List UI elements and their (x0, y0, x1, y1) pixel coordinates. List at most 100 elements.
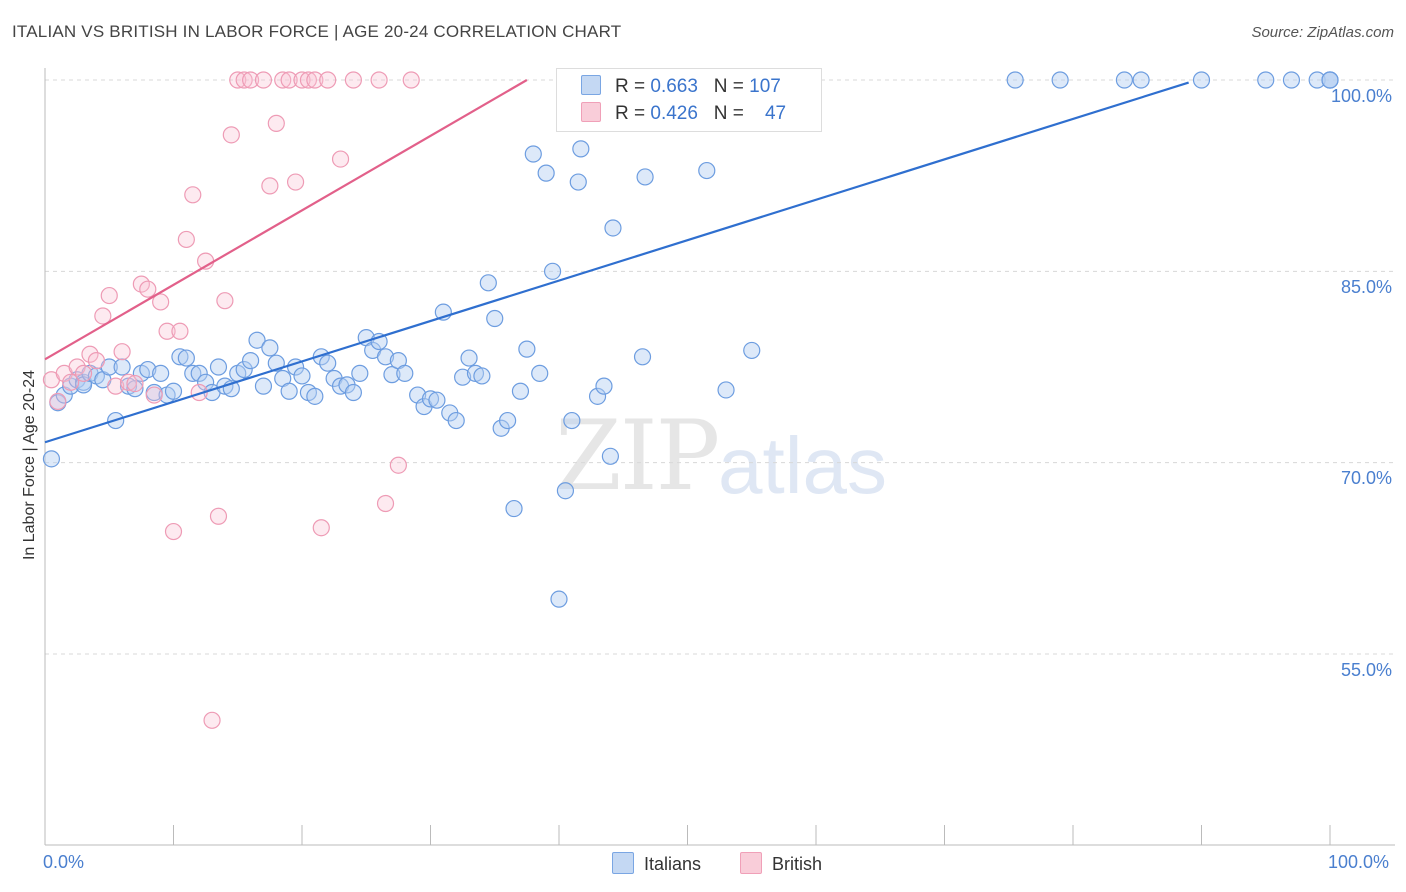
italians-point (421, 390, 440, 408)
british-point (229, 71, 247, 89)
italians-point (344, 383, 362, 402)
italians-point (633, 348, 652, 366)
italians-point (604, 219, 622, 237)
italians-point (139, 360, 157, 379)
british-point (293, 71, 311, 89)
british-point (389, 456, 407, 474)
british-point (242, 71, 260, 89)
chart-title: ITALIAN VS BRITISH IN LABOR FORCE | AGE … (12, 22, 622, 41)
bottom-italians-swatch (612, 852, 634, 874)
british-point (100, 286, 118, 305)
italians-point (499, 411, 517, 430)
italians-r-value: 0.663 (650, 76, 698, 97)
bottom-legend-british: British (740, 852, 822, 875)
british-point (158, 322, 176, 340)
italians-point (1115, 71, 1134, 89)
british-point (274, 71, 292, 89)
italians-point (113, 358, 131, 376)
british-point (113, 343, 131, 361)
italians-point (588, 387, 607, 405)
italians-trend-line (44, 81, 1189, 444)
british-point (74, 364, 93, 382)
british-point (267, 114, 285, 132)
british-point (306, 71, 324, 89)
british-point (299, 71, 318, 89)
x-tick-max: 100.0% (1328, 852, 1390, 872)
british-point (107, 377, 125, 395)
italians-swatch (581, 75, 601, 95)
british-swatch (581, 102, 601, 122)
italians-point (717, 381, 735, 399)
italians-point (209, 358, 228, 376)
british-point (203, 711, 221, 729)
bottom-legend-italians: Italians (612, 852, 701, 875)
italians-point (531, 364, 549, 382)
italians-point (126, 380, 144, 398)
british-point (254, 71, 273, 89)
italians-r-label: R = (615, 76, 651, 97)
british-point (344, 71, 362, 89)
y-tick-85: 85.0% (1340, 277, 1392, 297)
italians-point (177, 349, 195, 367)
british-point (171, 322, 189, 340)
british-point (184, 186, 202, 204)
italians-point (524, 145, 542, 163)
italians-point (537, 164, 555, 182)
italians-point (473, 367, 491, 385)
italians-point (190, 364, 208, 382)
italians-point (152, 364, 170, 382)
british-point (331, 150, 350, 168)
italians-point (447, 411, 465, 430)
british-point (312, 519, 330, 537)
italians-point (556, 482, 575, 500)
british-point (145, 386, 163, 404)
italians-point (164, 382, 183, 400)
italians-point (171, 348, 189, 366)
italians-point (248, 331, 266, 349)
british-point (376, 494, 395, 513)
british-point (280, 71, 298, 89)
italians-point (306, 387, 324, 405)
italians-point (563, 411, 581, 430)
italians-point (376, 348, 395, 366)
british-point (68, 358, 86, 376)
british-point (209, 507, 228, 525)
italians-point (698, 161, 716, 180)
bottom-british-swatch (740, 852, 762, 874)
italians-point (319, 354, 337, 372)
italians-point (595, 377, 613, 395)
italians-point (601, 447, 620, 465)
british-point (62, 373, 80, 391)
italians-point (396, 364, 414, 382)
italians-point (1308, 71, 1326, 89)
italians-point (636, 168, 654, 186)
british-r-value: 0.426 (650, 103, 698, 124)
british-point (370, 71, 388, 89)
italians-point (505, 499, 523, 518)
british-point (235, 71, 253, 89)
italians-point (280, 382, 298, 400)
british-point (119, 373, 138, 391)
italians-point (1192, 71, 1211, 89)
italians-point (543, 262, 562, 280)
italians-point (479, 274, 497, 292)
italians-point (261, 339, 279, 357)
bottom-italians-label: Italians (644, 854, 702, 874)
italians-point (569, 173, 587, 191)
british-n-value: 47 (764, 103, 787, 124)
watermark-zip: ZIP (555, 400, 720, 512)
italians-point (254, 377, 273, 395)
italians-point (428, 391, 446, 409)
italians-n-value: 107 (749, 76, 781, 97)
british-point (94, 307, 112, 325)
british-trend-line (44, 79, 528, 361)
y-tick-55: 55.0% (1340, 660, 1392, 680)
italians-point (184, 364, 202, 382)
italians-point (383, 366, 401, 384)
british-point (139, 280, 157, 298)
x-tick-min: 0.0% (43, 852, 85, 872)
correlation-legend: R = 0.663 N = 107 R = 0.426 N = 47 (556, 68, 822, 132)
source-label: Source: ZipAtlas.com (1251, 24, 1394, 41)
italians-point (1132, 71, 1150, 89)
